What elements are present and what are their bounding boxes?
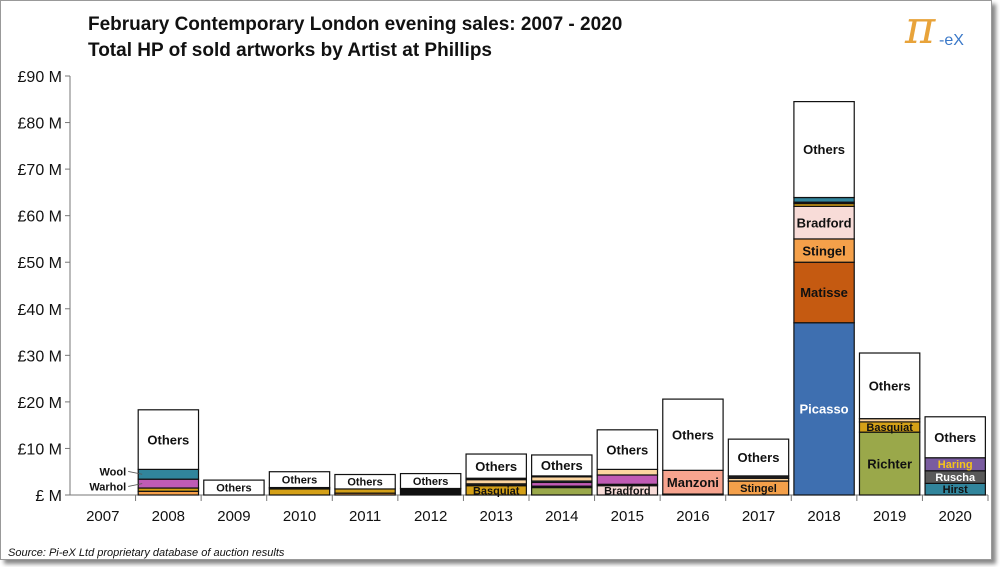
bar-segment-matisse: [793, 261, 855, 324]
pi-ex-logo: π -eX: [905, 0, 985, 58]
x-tick-label: 2012: [414, 508, 447, 525]
y-tick-label: £70 M: [18, 162, 62, 179]
y-tick-label: £80 M: [18, 116, 62, 133]
x-tick-label: 2018: [807, 508, 840, 525]
segment-label: Basquiat: [866, 422, 913, 434]
segment-label: Others: [147, 432, 189, 447]
segment-label: Others: [738, 450, 780, 465]
segment-label: Stingel: [802, 243, 845, 258]
bar-segment-others: [334, 473, 396, 490]
x-tick-label: 2017: [742, 508, 775, 525]
bar-segment-warhol: [137, 478, 200, 489]
bar-segment-others: [924, 416, 986, 459]
y-tick-label: £90 M: [18, 69, 62, 86]
bar-segment-others: [268, 471, 331, 489]
title-line-1: February Contemporary London evening sal…: [88, 14, 623, 35]
bar-segment-unlabeled: [531, 486, 593, 496]
y-tick-label: £60 M: [18, 209, 62, 226]
bar-segment-others: [793, 101, 855, 199]
segment-label: Others: [541, 458, 583, 473]
segment-label: Others: [413, 476, 448, 488]
bar-segment-unlabeled: [268, 488, 331, 496]
segment-label: Warhol: [89, 481, 126, 493]
segment-label: Others: [803, 142, 845, 157]
bar-segment-others: [137, 409, 200, 470]
segment-label: Others: [606, 442, 648, 457]
bar-segment-others: [596, 429, 659, 470]
x-tick-label: 2015: [611, 508, 644, 525]
y-tick-label: £40 M: [18, 302, 62, 319]
x-tick-label: 2011: [349, 508, 381, 525]
segment-label: Ruscha: [935, 472, 976, 484]
bar-segment-richter: [858, 431, 921, 496]
logo-pi-symbol: π: [905, 0, 936, 54]
bar-segment-unlabeled: [596, 468, 659, 476]
y-tick-label: £50 M: [18, 255, 62, 272]
bar-segment-others: [399, 472, 462, 490]
x-tick-label: 2019: [873, 508, 906, 525]
x-tick-label: 2009: [217, 508, 250, 525]
title-line-2: Total HP of sold artworks by Artist at P…: [88, 40, 492, 61]
segment-label: Others: [216, 483, 251, 495]
bar-segment-unlabeled: [399, 487, 462, 496]
chart-title: February Contemporary London evening sal…: [88, 12, 622, 64]
x-tick-label: 2010: [283, 508, 316, 525]
bar-segment-picasso: [793, 322, 855, 496]
segment-label: Stingel: [740, 483, 777, 495]
bar-segment-others: [531, 454, 593, 477]
bar-segment-unlabeled: [793, 196, 855, 203]
label-leader-line: [128, 471, 143, 475]
x-tick-label: 2016: [676, 508, 709, 525]
segment-label: Hirst: [943, 484, 968, 496]
y-tick-label: £30 M: [18, 348, 62, 365]
segment-label: Bradford: [797, 215, 852, 230]
source-note: Source: Pi-eX Ltd proprietary database o…: [8, 547, 285, 559]
logo-text: -eX: [939, 32, 964, 49]
bar-segment-unlabeled: [465, 479, 527, 485]
segment-label: Haring: [938, 459, 973, 471]
segment-label: Others: [934, 430, 976, 445]
bar-segment-others: [203, 479, 265, 496]
bar-segment-others: [858, 352, 921, 420]
segment-label: Others: [475, 459, 517, 474]
segment-label: Bradford: [604, 485, 650, 497]
bar-segment-unlabeled: [334, 488, 396, 494]
x-tick-label: 2014: [545, 508, 578, 525]
segment-label: Others: [869, 379, 911, 394]
segment-label: Wool: [100, 466, 127, 478]
y-tick-label: £20 M: [18, 395, 62, 412]
segment-label: Others: [347, 477, 382, 489]
bar-segment-unlabeled: [596, 474, 659, 485]
x-tick-label: 2007: [86, 508, 119, 525]
x-tick-label: 2020: [939, 508, 972, 525]
segment-label: Matisse: [800, 285, 848, 300]
x-tick-label: 2013: [480, 508, 513, 525]
x-tick-label: 2008: [152, 508, 185, 525]
segment-label: Others: [282, 475, 317, 487]
segment-label: Picasso: [799, 402, 848, 417]
segment-label: Others: [672, 427, 714, 442]
segment-label: Basquiat: [473, 485, 520, 497]
bar-segment-others: [662, 398, 724, 471]
bar-segment-others: [727, 438, 790, 477]
segment-label: Richter: [867, 456, 912, 471]
bar-segment-unlabeled: [531, 476, 593, 482]
label-leader-line: [128, 483, 143, 487]
y-tick-label: £10 M: [18, 441, 62, 458]
bar-segment-wool: [137, 468, 200, 480]
bar-segment-others: [465, 453, 527, 479]
segment-label: Manzoni: [667, 475, 719, 490]
y-tick-label: £ M: [35, 488, 62, 505]
